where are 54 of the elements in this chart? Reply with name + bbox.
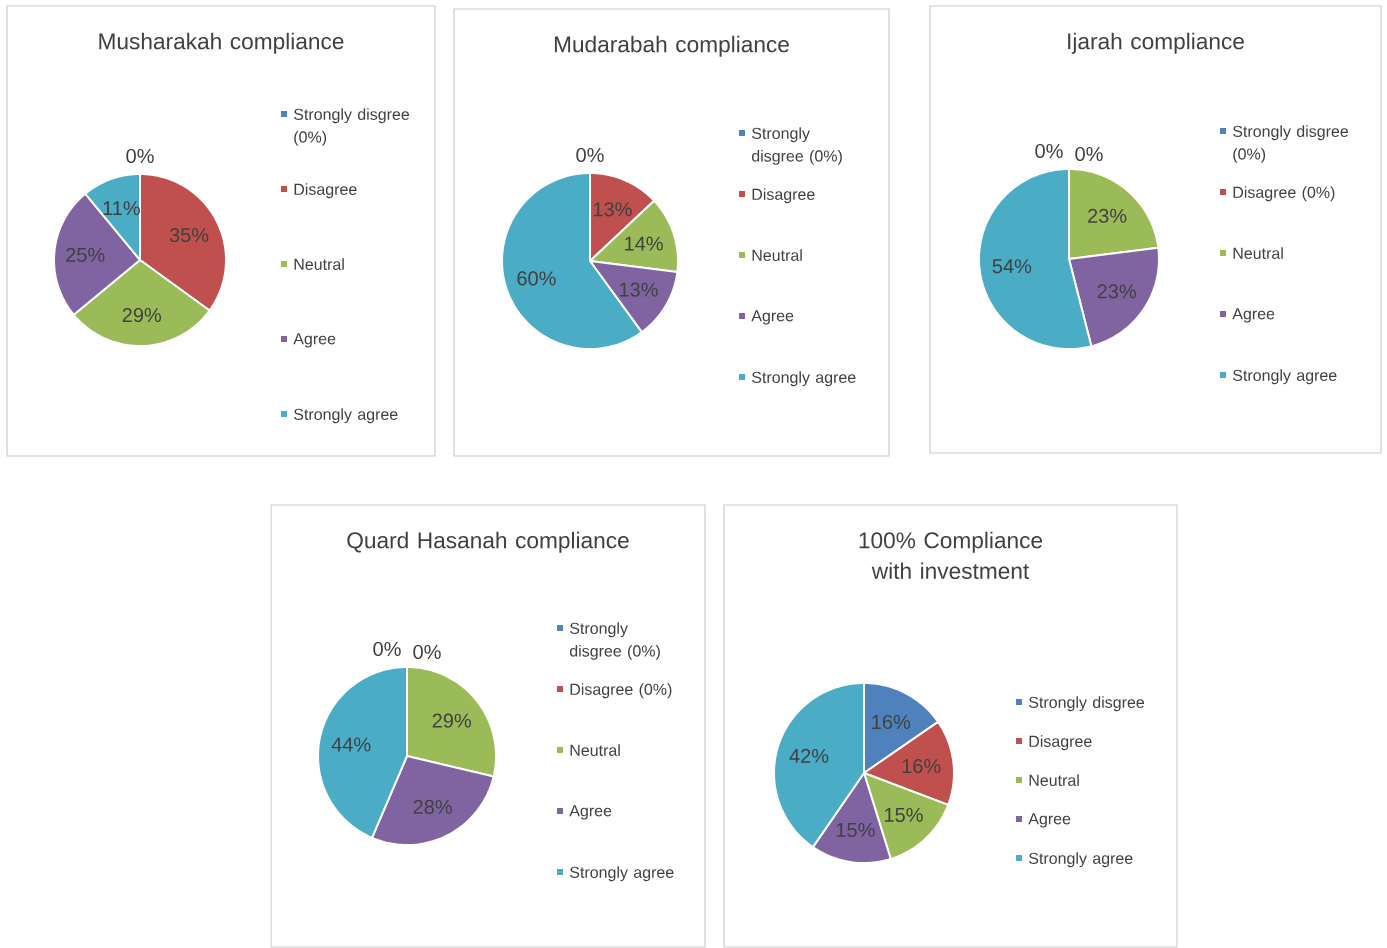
legend-label: Disagree (0%) <box>570 683 672 699</box>
legend-label: Neutral <box>752 249 802 261</box>
legend-label: Agree <box>751 310 794 325</box>
legend-label: Agree <box>569 805 612 820</box>
chart-title: Ijarah compliance <box>1068 32 1244 54</box>
data-label: 60% <box>517 271 556 286</box>
data-label: 16% <box>902 758 941 774</box>
legend-label: Strongly disgree (0%) <box>294 108 410 146</box>
data-label: 28% <box>413 799 452 814</box>
legend-label: Agree <box>293 333 336 348</box>
data-label: 23% <box>1097 284 1136 299</box>
legend-label: Agree <box>1028 813 1071 828</box>
text: 0% <box>576 147 604 163</box>
text: 0% <box>373 641 401 657</box>
data-label: 29% <box>432 713 471 728</box>
data-label: 25% <box>66 247 105 262</box>
data-label: 13% <box>593 202 632 217</box>
data-label: 54% <box>992 259 1032 274</box>
legend-label: Neutral <box>1233 247 1283 259</box>
data-label: 16% <box>872 714 911 730</box>
chart-title: 100% Compliance with investment <box>859 531 1043 580</box>
text: 0% <box>413 644 441 660</box>
legend-label: Strongly disgree <box>1029 696 1145 712</box>
legend-label: Strongly agree <box>1029 852 1133 868</box>
legend-label: Neutral <box>570 744 620 756</box>
legend-label: Strongly agree <box>294 408 398 424</box>
data-label: 44% <box>331 737 371 752</box>
legend-label: Disagree <box>1029 735 1092 751</box>
data-label: 23% <box>1088 208 1127 223</box>
legend-label: Neutral <box>1029 774 1079 786</box>
legend-label: Strongly agree <box>1233 369 1337 385</box>
chart-title: Quard Hasanah compliance <box>347 531 629 553</box>
legend-label: Neutral <box>294 258 344 270</box>
legend-label: Strongly agree <box>570 866 674 882</box>
legend-label: Disagree <box>752 188 815 204</box>
text: Musharakah compliance <box>99 32 344 54</box>
text: 0% <box>126 148 154 164</box>
chart-title: Mudarabah compliance <box>554 35 789 57</box>
legend-label: Strongly disgree (0%) <box>1233 125 1349 163</box>
data-label: 15% <box>885 807 923 822</box>
data-label: 29% <box>122 307 162 323</box>
text: 0% <box>1075 146 1103 162</box>
legend-label: Strongly disgree (0%) <box>569 622 660 660</box>
legend-label: Disagree (0%) <box>1233 186 1335 202</box>
legend-label: Strongly disgree (0%) <box>751 127 842 165</box>
legend-label: Strongly agree <box>752 371 856 387</box>
data-label: 14% <box>625 236 663 251</box>
data-label: 35% <box>169 227 209 243</box>
legend-label: Disagree <box>294 183 357 199</box>
data-label: 42% <box>789 748 829 763</box>
legend-label: Agree <box>1232 308 1275 323</box>
data-label: 13% <box>620 282 658 297</box>
data-label: 15% <box>836 822 875 837</box>
text: 0% <box>1035 143 1063 159</box>
